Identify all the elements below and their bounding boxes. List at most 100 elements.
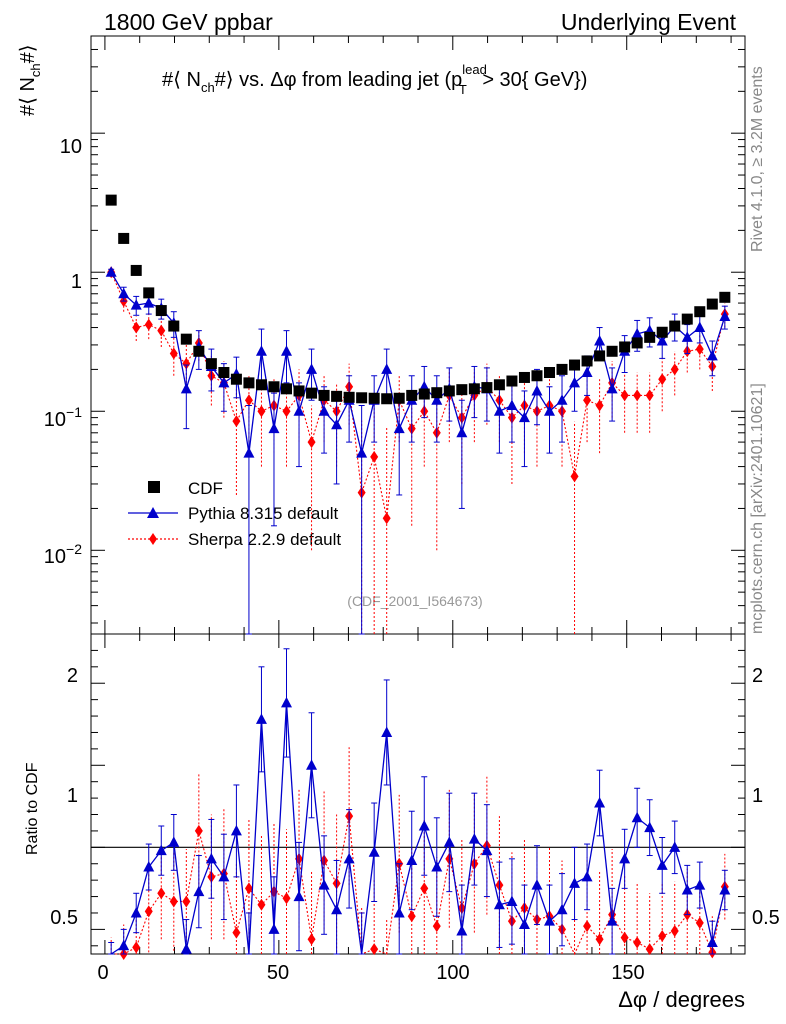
x-axis-label: Δφ / degrees [618, 987, 745, 1012]
sherpa-main-point [633, 389, 642, 402]
pythia-ratio-point [706, 936, 718, 948]
pythia-main-point [543, 405, 555, 416]
cdf-main-point [644, 331, 656, 343]
x-tick-label-100: 100 [436, 962, 469, 984]
pythia-main-point [656, 335, 668, 346]
cdf-main-point [130, 264, 142, 276]
pythia-main-point [356, 447, 368, 458]
pythia-ratio-point [468, 833, 480, 844]
sherpa-ratio-point [232, 926, 241, 939]
pythia-ratio-point [669, 841, 681, 852]
pythia-main-point [218, 376, 230, 388]
pythia-main-point [631, 327, 643, 339]
pythia-main-point [606, 382, 618, 394]
ratio-tick-label-2: 2 [67, 665, 78, 687]
sherpa-ratio-point [407, 910, 416, 923]
ratio-tick-label-0.5: 0.5 [50, 907, 78, 929]
cdf-main-point [293, 385, 305, 397]
sherpa-ratio-point [257, 898, 266, 911]
pythia-main-point [281, 345, 293, 356]
sherpa-main-point [670, 363, 679, 376]
pythia-main-point [431, 394, 443, 405]
pythia-main-point [306, 363, 318, 374]
sherpa-ratio-point [595, 933, 604, 946]
sherpa-ratio-point [307, 933, 316, 946]
sherpa-ratio-point [583, 920, 592, 933]
pythia-ratio-point [518, 918, 530, 929]
pythia-ratio-point [218, 870, 230, 882]
cdf-main-point [569, 359, 581, 371]
cdf-main-point [155, 305, 167, 317]
pythia-main-line [110, 271, 726, 454]
sherpa-ratio-point [670, 925, 679, 938]
pythia-ratio-point [556, 903, 568, 915]
cdf-main-point [531, 370, 543, 382]
ratio-tick-label-2-right: 2 [752, 665, 763, 687]
cdf-main-point [193, 345, 205, 357]
pythia-ratio-point [368, 846, 380, 857]
cdf-main-point [656, 326, 668, 338]
cdf-main-point [694, 306, 706, 318]
cdf-main-point [468, 383, 480, 395]
cdf-main-point [481, 382, 493, 394]
sherpa-ratio-point [182, 895, 191, 908]
cdf-main-point [681, 313, 693, 325]
y-axis-label: #⟨ Nch#⟩ [17, 44, 43, 116]
x-tick-label-50: 50 [267, 962, 289, 984]
pythia-main-point [719, 310, 731, 322]
legend-marker-pythia [147, 507, 159, 518]
cdf-main-point [381, 393, 393, 405]
sherpa-main-point [282, 405, 291, 418]
pythia-ratio-point [569, 877, 581, 888]
ratio-panel-frame [90, 633, 746, 955]
pythia-ratio-point [155, 844, 167, 856]
cdf-main-point [493, 379, 505, 391]
sherpa-ratio-point [157, 887, 166, 900]
pythia-ratio-point [205, 852, 217, 864]
sherpa-main-point [382, 512, 391, 525]
cdf-main-point [631, 337, 643, 349]
ratio-tick-label-1-right: 1 [752, 785, 763, 807]
pythia-ratio-point [631, 811, 643, 823]
pythia-main-point [493, 405, 505, 416]
sherpa-main-point [645, 389, 654, 402]
pythia-ratio-point [293, 890, 305, 902]
pythia-ratio-point [343, 852, 355, 864]
cdf-main-point [581, 355, 593, 367]
sherpa-ratio-point [633, 936, 642, 949]
pythia-ratio-point [180, 943, 192, 954]
pythia-main-point [506, 399, 518, 411]
y-tick-label-1: 1 [71, 271, 82, 293]
cdf-main-point [205, 358, 217, 370]
pythia-main-point [331, 418, 343, 430]
sherpa-main-point [132, 321, 141, 334]
pythia-main-point [456, 426, 468, 438]
pythia-main-point [556, 394, 568, 405]
series-layer [105, 194, 731, 960]
cdf-main-point [606, 345, 618, 357]
cdf-main-point [118, 232, 130, 244]
sherpa-main-point [620, 389, 629, 402]
pythia-main-point [268, 422, 280, 434]
pythia-main-point [180, 382, 192, 394]
cdf-main-point [230, 373, 242, 385]
cdf-main-point [669, 320, 681, 332]
cdf-main-point [180, 333, 192, 345]
sherpa-ratio-point [282, 892, 291, 905]
rivet-version-label: Rivet 4.1.0, ≥ 3.2M events [749, 66, 766, 252]
y-tick-label-0.01: 10−2 [44, 541, 82, 568]
cdf-main-point [168, 320, 180, 332]
pythia-ratio-point [681, 884, 693, 895]
pythia-ratio-point [268, 923, 280, 934]
cdf-main-point [318, 389, 330, 401]
pythia-main-point [130, 299, 142, 310]
pythia-ratio-point [594, 797, 606, 808]
cdf-main-point [218, 366, 230, 378]
pythia-ratio-point [406, 854, 418, 865]
pythia-main-point [581, 366, 593, 377]
sherpa-main-point [658, 373, 667, 386]
sherpa-ratio-point [370, 943, 379, 956]
sherpa-ratio-point [658, 929, 667, 942]
sherpa-main-point [169, 347, 178, 360]
